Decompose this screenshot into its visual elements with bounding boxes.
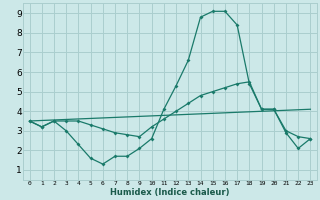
X-axis label: Humidex (Indice chaleur): Humidex (Indice chaleur) (110, 188, 230, 197)
